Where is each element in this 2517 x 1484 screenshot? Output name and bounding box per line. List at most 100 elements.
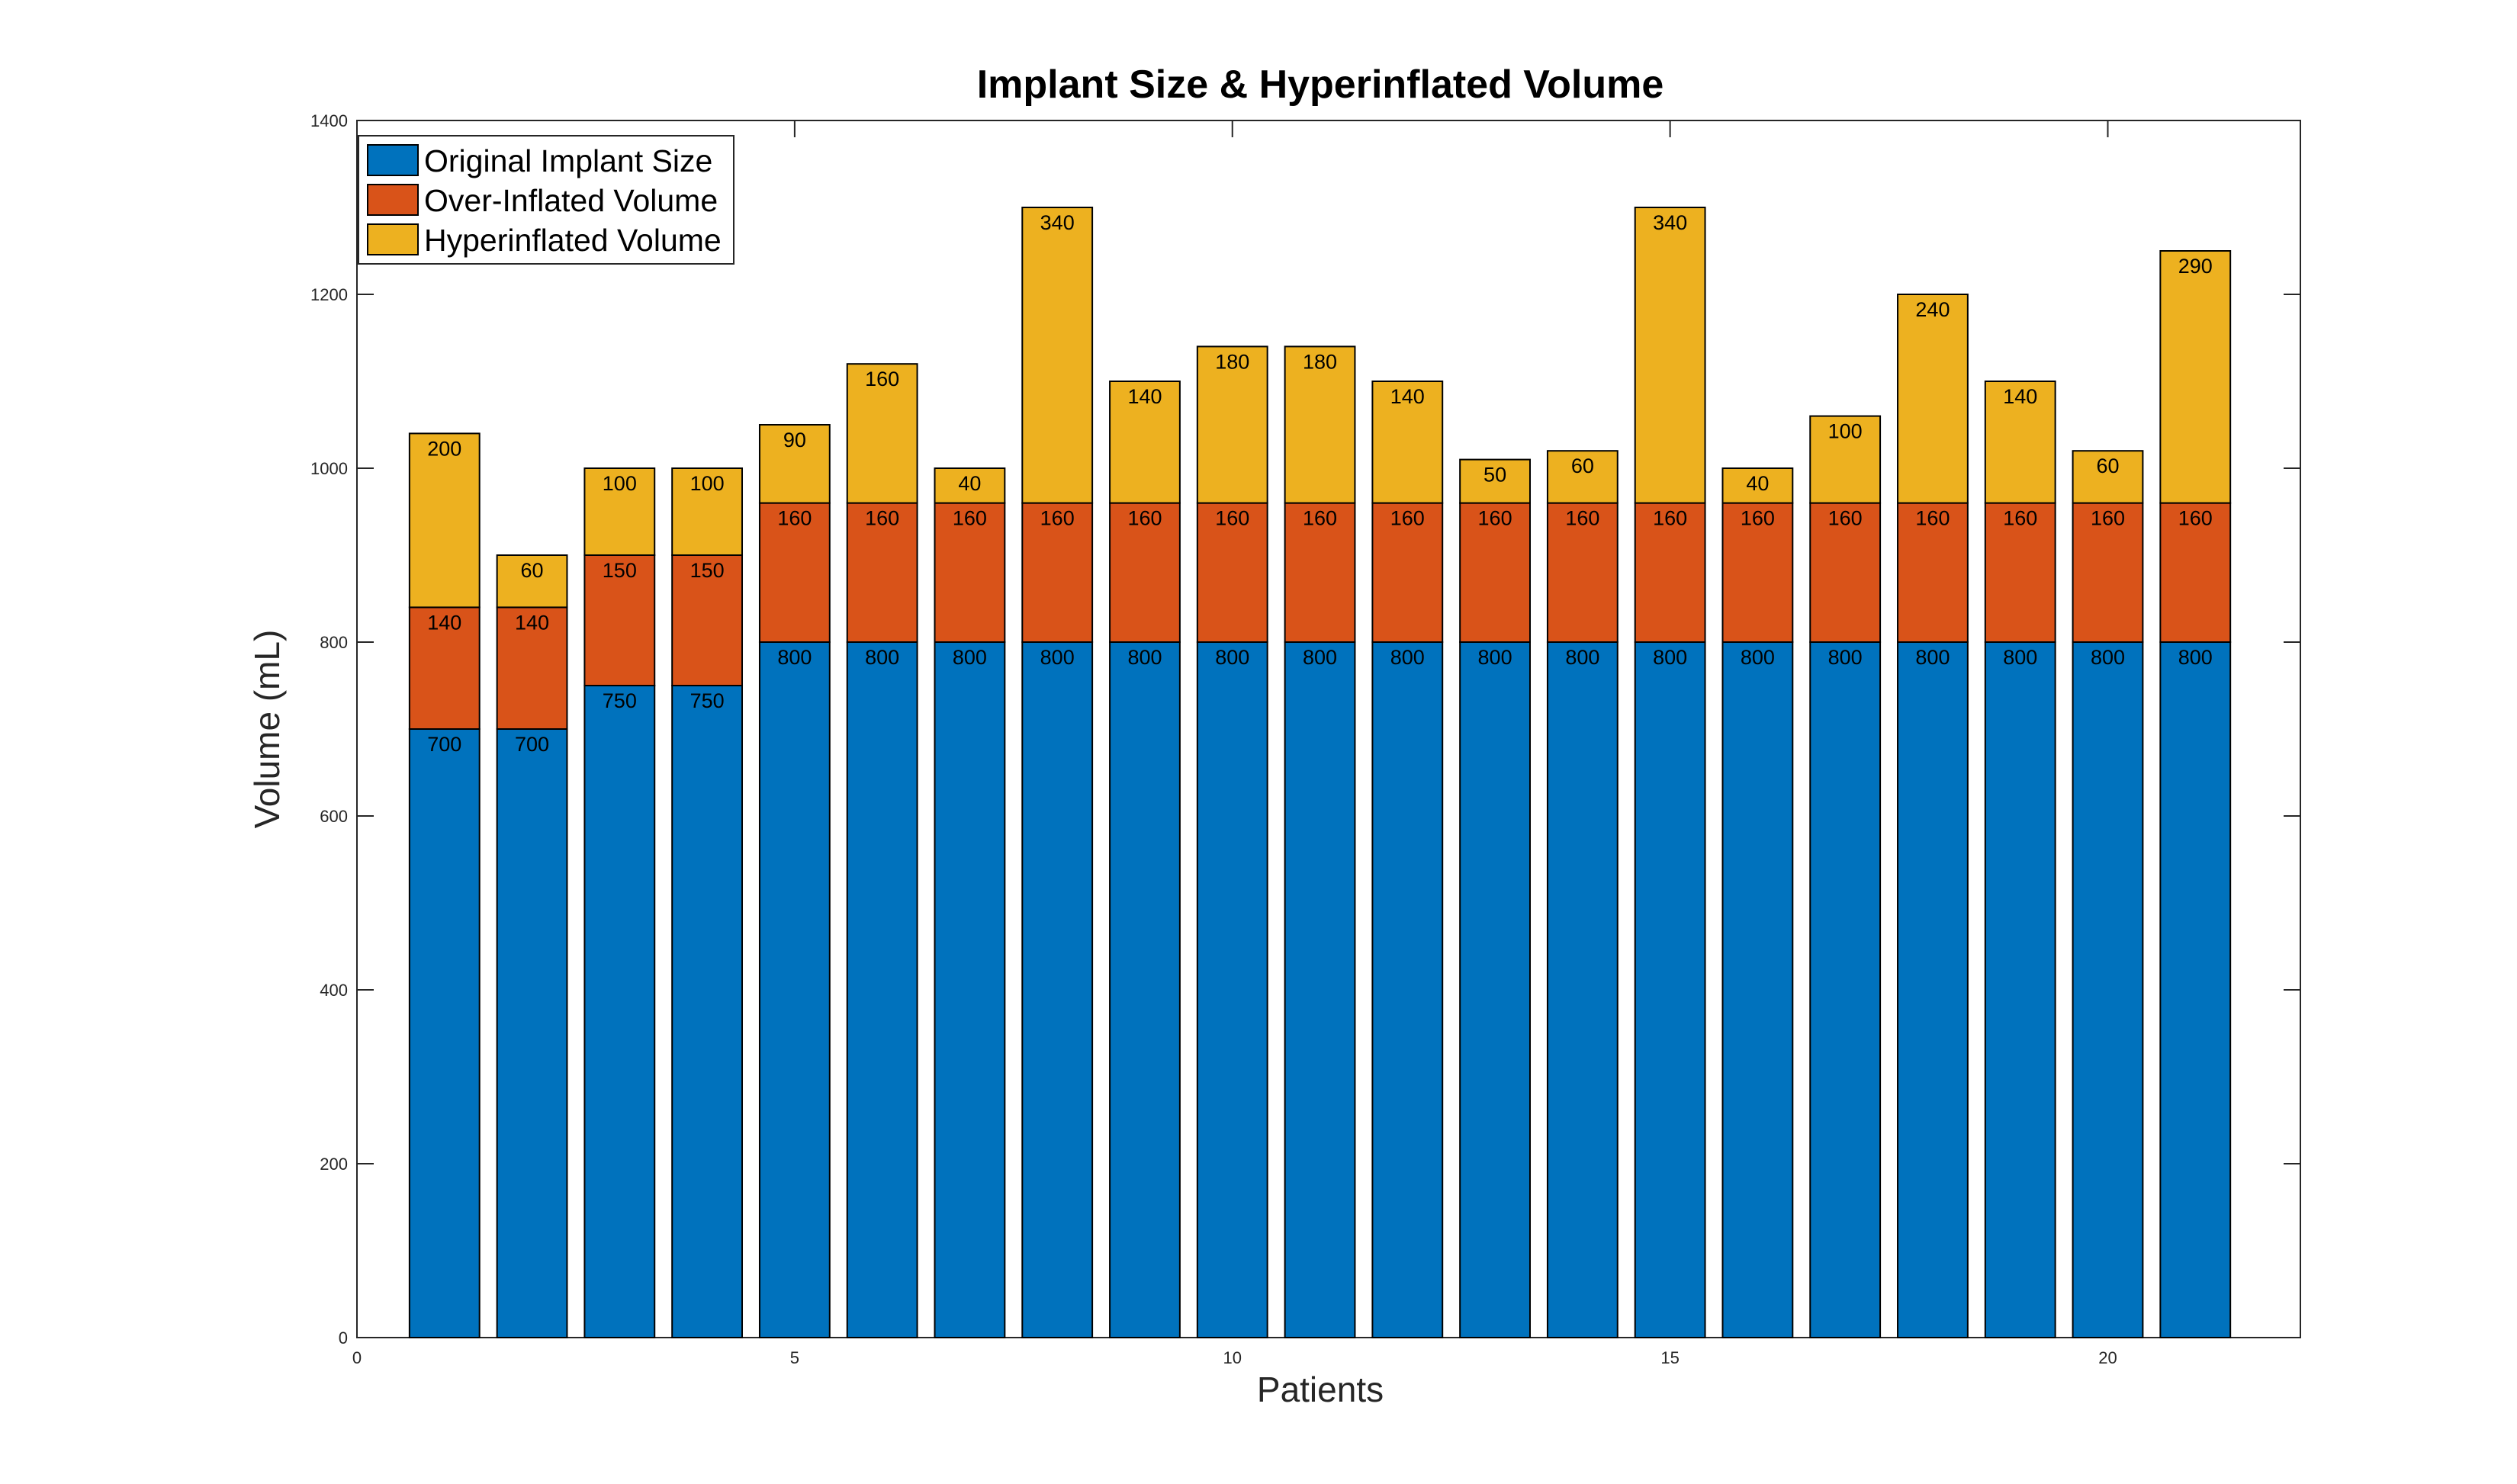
bar-value-label: 340 <box>1653 211 1687 234</box>
bar-segment-3 <box>1459 458 1531 504</box>
bar-value-label: 800 <box>1127 646 1162 669</box>
bar-value-label: 800 <box>1741 646 1775 669</box>
bar-segment-1 <box>1196 641 1268 1338</box>
bar-value-label: 100 <box>603 472 637 495</box>
bar-value-label: 60 <box>2096 455 2119 477</box>
bar-segment-3 <box>2159 250 2232 504</box>
bar-segment-3 <box>583 467 656 556</box>
bar-value-label: 160 <box>777 507 812 530</box>
bar-value-label: 800 <box>1653 646 1687 669</box>
bar-value-label: 700 <box>427 733 461 756</box>
bar-segment-2 <box>758 502 831 643</box>
legend-entry: Original Implant Size <box>424 143 712 178</box>
bar-segment-3 <box>934 467 1006 504</box>
bar-value-label: 340 <box>1040 211 1075 234</box>
bar-value-label: 140 <box>515 611 549 634</box>
bar-value-label: 800 <box>1565 646 1599 669</box>
bar-value-label: 800 <box>777 646 812 669</box>
bar-value-label: 800 <box>2091 646 2125 669</box>
bar-value-label: 240 <box>1915 298 1950 321</box>
bar-value-label: 800 <box>1215 646 1249 669</box>
y-tick-label: 200 <box>320 1155 348 1174</box>
bar-segment-1 <box>1109 641 1181 1338</box>
bar-segment-1 <box>1021 641 1094 1338</box>
bar-segment-3 <box>1284 345 1356 504</box>
bar-value-label: 160 <box>1215 507 1249 530</box>
bar-value-label: 160 <box>865 368 899 390</box>
bar-segment-3 <box>1371 381 1444 504</box>
bar-segment-1 <box>1546 641 1619 1338</box>
bar-segment-1 <box>1984 641 2056 1338</box>
bar-value-label: 160 <box>2003 507 2037 530</box>
bar-value-label: 160 <box>1040 507 1075 530</box>
bar-segment-1 <box>1634 641 1706 1338</box>
bar-value-label: 140 <box>1390 385 1425 408</box>
bar-value-label: 180 <box>1303 350 1337 373</box>
bar-value-label: 160 <box>1478 507 1512 530</box>
bar-segment-1 <box>2072 641 2144 1338</box>
bar-value-label: 800 <box>2003 646 2037 669</box>
bar-value-label: 160 <box>1565 507 1599 530</box>
bar-value-label: 160 <box>1303 507 1337 530</box>
bar-value-label: 800 <box>1040 646 1075 669</box>
bar-segment-3 <box>671 467 744 556</box>
bar-segment-3 <box>1984 381 2056 504</box>
bar-segment-3 <box>1897 294 1969 504</box>
y-tick-label: 600 <box>320 807 348 826</box>
x-tick-label: 20 <box>2098 1348 2117 1367</box>
bar-value-label: 160 <box>1828 507 1863 530</box>
x-tick-label: 0 <box>352 1348 362 1367</box>
tick-labels: 0 200 400 600 800 1000 1200 1400 0 5 10 15 20 <box>310 111 2117 1367</box>
bar-segment-2 <box>2159 502 2232 643</box>
bar-value-label: 160 <box>1390 507 1425 530</box>
bar-segment-1 <box>1809 641 1882 1338</box>
bar-segment-2 <box>1721 502 1794 643</box>
bar-segment-1 <box>1897 641 1969 1338</box>
bar-segment-2 <box>1809 502 1882 643</box>
bar-segment-3 <box>758 424 831 504</box>
bar-value-label: 160 <box>1127 507 1162 530</box>
y-tick-label: 1400 <box>310 111 348 130</box>
bar-segment-2 <box>671 554 744 686</box>
bar-segment-3 <box>1809 415 1882 504</box>
bar-value-label: 140 <box>2003 385 2037 408</box>
bars <box>408 207 2232 1338</box>
bar-segment-2 <box>934 502 1006 643</box>
bar-segment-3 <box>1634 207 1706 504</box>
x-tick-label: 10 <box>1223 1348 1242 1367</box>
chart-title: Implant Size & Hyperinflated Volume <box>977 63 1664 107</box>
bar-value-label: 40 <box>1746 472 1769 495</box>
bar-segment-2 <box>1634 502 1706 643</box>
bar-value-label: 800 <box>865 646 899 669</box>
bar-segment-2 <box>496 606 568 731</box>
bar-value-label: 160 <box>1653 507 1687 530</box>
bar-value-label: 750 <box>603 689 637 712</box>
bar-value-label: 100 <box>1828 420 1863 443</box>
y-tick-label: 800 <box>320 633 348 652</box>
bar-value-label: 800 <box>1303 646 1337 669</box>
bar-segment-3 <box>1109 381 1181 504</box>
bar-segment-2 <box>1371 502 1444 643</box>
bar-segment-3 <box>2072 450 2144 504</box>
y-tick-label: 1200 <box>310 285 348 304</box>
bar-value-label: 180 <box>1215 350 1249 373</box>
bar-value-label: 700 <box>515 733 549 756</box>
bar-value-label: 800 <box>953 646 987 669</box>
legend-box <box>358 135 735 265</box>
bar-value-label: 750 <box>690 689 725 712</box>
bar-segment-1 <box>408 728 481 1338</box>
y-tick-label: 400 <box>320 981 348 1000</box>
bar-segment-1 <box>1459 641 1531 1338</box>
x-tick-label: 5 <box>790 1348 799 1367</box>
bar-value-label: 150 <box>603 559 637 582</box>
bar-segment-2 <box>1109 502 1181 643</box>
legend-swatch <box>367 184 419 216</box>
bar-labels: 700 140 200 700 140 60 750 150 100 750 150 100 800 16… <box>427 211 2213 756</box>
bar-segment-2 <box>2072 502 2144 643</box>
bar-value-label: 160 <box>1915 507 1950 530</box>
x-tick-label: 15 <box>1660 1348 1679 1367</box>
bar-segment-3 <box>408 432 481 609</box>
bar-value-label: 60 <box>1571 455 1594 477</box>
bar-segment-2 <box>583 554 656 686</box>
bar-value-label: 160 <box>865 507 899 530</box>
